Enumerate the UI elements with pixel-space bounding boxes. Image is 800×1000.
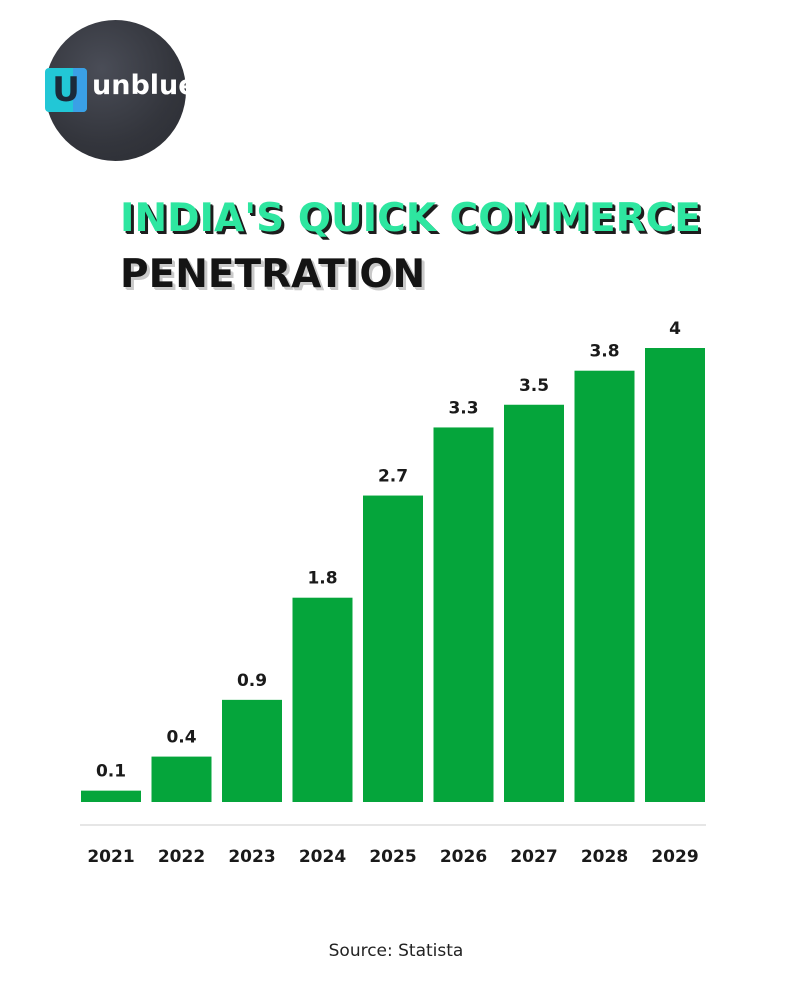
value-label-2029: 4 (669, 319, 681, 339)
value-label-2028: 3.8 (589, 342, 619, 362)
source-note: Source: Statista (328, 941, 464, 961)
chart-title-line-2: PENETRATION (120, 252, 426, 297)
bar-2023 (222, 699, 282, 802)
tick-label-2026: 2026 (440, 847, 487, 867)
value-label-2021: 0.1 (96, 762, 126, 782)
bar-group (81, 348, 705, 802)
bar-2021 (81, 790, 141, 802)
tick-label-2025: 2025 (369, 847, 416, 867)
bar-2029 (645, 348, 705, 802)
tick-label-2021: 2021 (87, 847, 134, 867)
bar-2026 (433, 427, 494, 802)
value-label-group: 0.1 0.4 0.9 1.8 2.7 3.3 3.5 3.8 4 (96, 319, 681, 782)
value-label-2025: 2.7 (378, 467, 408, 487)
tick-label-2027: 2027 (510, 847, 557, 867)
tick-label-2028: 2028 (581, 847, 628, 867)
logo-mark-icon: U (45, 68, 87, 112)
value-label-2026: 3.3 (448, 398, 478, 418)
tick-label-2022: 2022 (158, 847, 205, 867)
value-label-2023: 0.9 (237, 671, 267, 691)
value-label-2022: 0.4 (166, 728, 196, 748)
logo-text: unblue (92, 70, 197, 101)
tick-label-2029: 2029 (651, 847, 698, 867)
value-label-2027: 3.5 (519, 376, 549, 396)
bar-2027 (504, 404, 564, 802)
bar-2022 (151, 756, 212, 802)
tick-label-2024: 2024 (299, 847, 346, 867)
tick-label-2023: 2023 (228, 847, 275, 867)
bar-2025 (363, 495, 423, 802)
value-label-2024: 1.8 (307, 569, 337, 589)
logo-mark-letter: U (52, 70, 80, 110)
bar-2024 (292, 597, 353, 802)
chart-title-line-1: INDIA'S QUICK COMMERCE (120, 196, 701, 241)
bar-2028 (574, 370, 635, 802)
tick-label-group: 2021 2022 2023 2024 2025 2026 2027 2028 2029 (87, 847, 698, 867)
